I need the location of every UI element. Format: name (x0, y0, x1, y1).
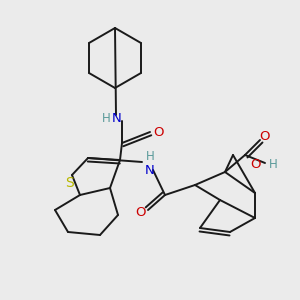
Text: O: O (250, 158, 261, 172)
Text: O: O (135, 206, 145, 220)
Text: N: N (145, 164, 155, 176)
Text: O: O (260, 130, 270, 142)
Text: O: O (153, 125, 163, 139)
Text: H: H (269, 158, 278, 172)
Text: H: H (146, 151, 154, 164)
Text: N: N (112, 112, 122, 125)
Text: S: S (66, 176, 74, 190)
Text: H: H (102, 112, 110, 125)
